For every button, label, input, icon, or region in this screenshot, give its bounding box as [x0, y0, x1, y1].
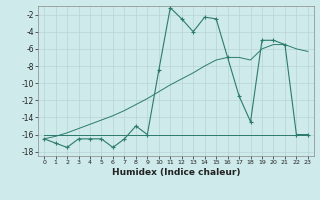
X-axis label: Humidex (Indice chaleur): Humidex (Indice chaleur) — [112, 168, 240, 177]
